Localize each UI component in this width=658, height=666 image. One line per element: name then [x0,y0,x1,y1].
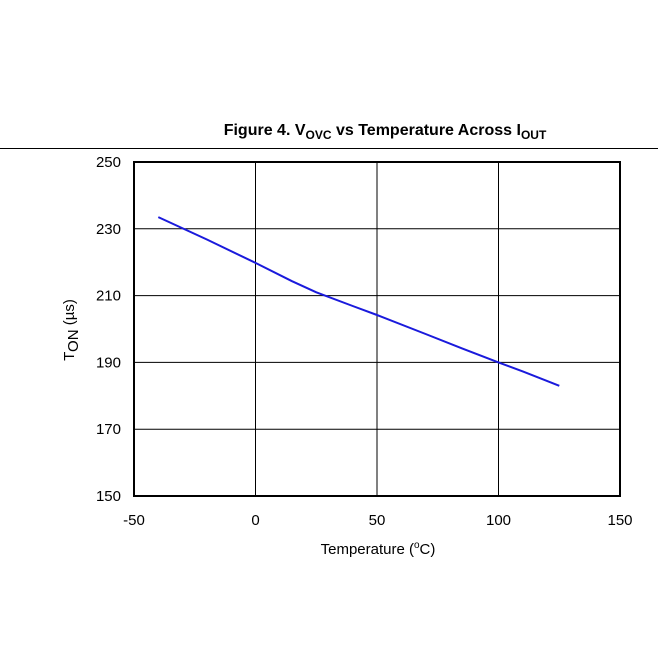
x-tick-label: 150 [607,512,632,529]
series-line [157,216,560,387]
y-tick-label: 250 [96,154,121,171]
x-axis-label: Temperature (oC) [321,540,436,558]
tick-layer: -50 0 50 100 150 150 170 190 210 230 250 [96,154,633,529]
x-axis-label-end: C) [420,541,436,558]
y-axis-label-end: (µs) [61,299,78,329]
caption-subscript-ovc: OVC [306,128,332,142]
figure-caption: Figure 4. VOVC vs Temperature Across IOU… [0,108,658,148]
x-axis-label-main: Temperature ( [321,541,414,558]
y-tick-label: 190 [96,354,121,371]
caption-prefix: Figure 4. V [224,122,306,139]
caption-middle: vs Temperature Across I [332,122,521,139]
y-axis-label-main: T [61,352,78,361]
y-tick-label: 230 [96,221,121,238]
grid-layer [134,162,620,496]
x-tick-label: -50 [123,512,145,529]
y-axis-label: TON (µs) [61,299,82,361]
x-tick-label: 0 [251,512,259,529]
caption-rule [0,148,658,149]
x-tick-label: 100 [486,512,511,529]
y-axis-label-subscript: ON [65,329,82,352]
series-layer [157,216,560,387]
x-tick-label: 50 [369,512,386,529]
y-tick-label: 170 [96,421,121,438]
x-axis-label-superscript: o [414,540,420,551]
plot-frame [133,161,621,497]
caption-subscript-out: OUT [521,128,547,142]
figure-caption-text: Figure 4. VOVC vs Temperature Across IOU… [224,122,547,142]
figure-caption-svg: Figure 4. VOVC vs Temperature Across IOU… [224,122,547,142]
y-tick-label: 150 [96,488,121,505]
y-tick-label: 210 [96,288,121,305]
